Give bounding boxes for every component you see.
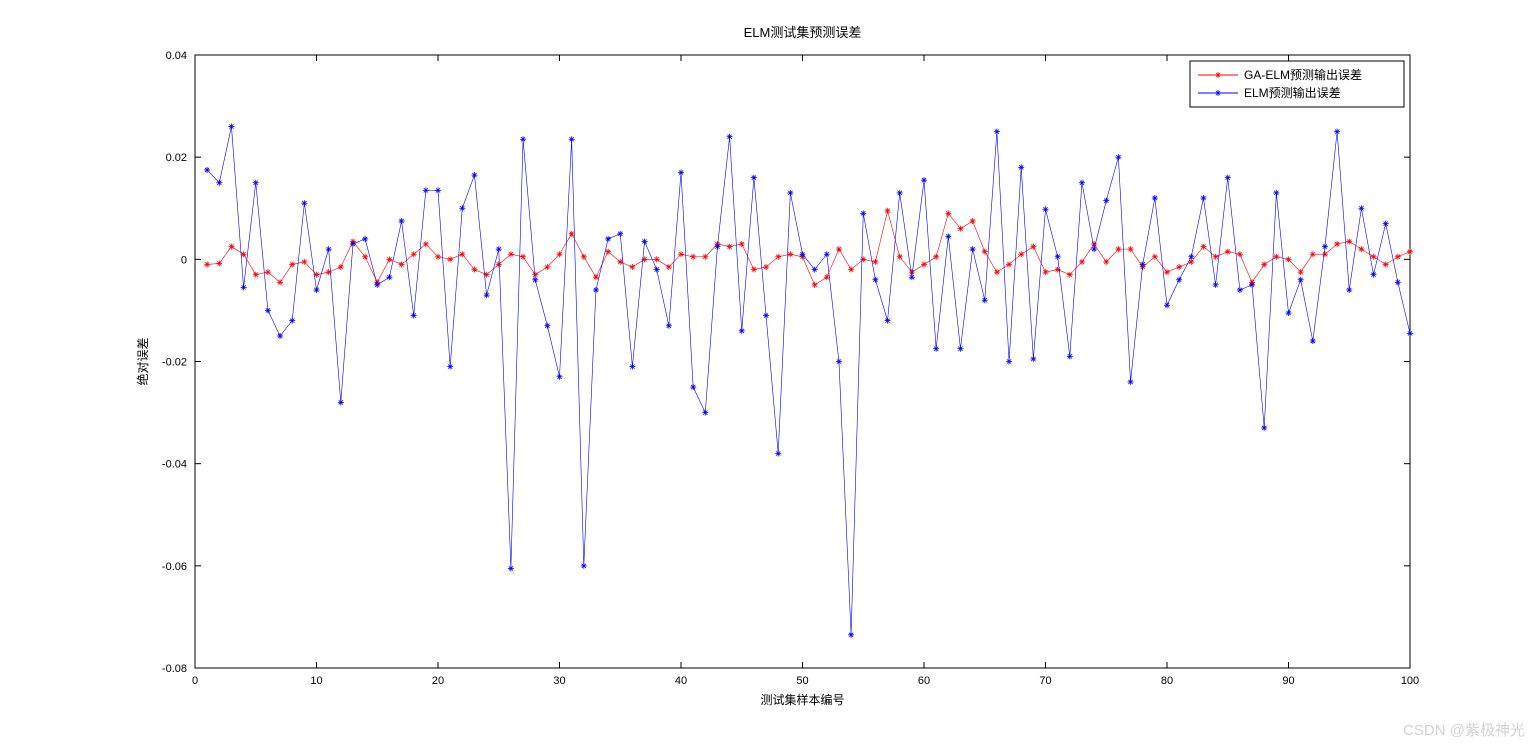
x-tick-label: 90 [1282,675,1294,687]
y-tick-label: 0.02 [166,152,187,164]
error-line-chart: 0 10 20 30 40 50 60 70 80 90 100 -0.08 -0.06 -0.04 -0.… [0,0,1537,746]
y-tick-label: -0.02 [162,357,187,369]
x-tick-label: 100 [1401,675,1419,687]
plot-box [195,55,1410,668]
y-tick-label: -0.04 [162,459,187,471]
x-tick-label: 40 [675,675,687,687]
chart-title: ELM测试集预测误差 [744,25,862,40]
y-tick-label: -0.06 [162,561,187,573]
legend-label: GA-ELM预测输出误差 [1244,67,1362,82]
x-axis-label: 测试集样本编号 [760,692,844,707]
x-tick-label: 60 [918,675,930,687]
x-tick-label: 80 [1161,675,1173,687]
x-tick-label: 20 [432,675,444,687]
y-tick-label: -0.08 [162,663,187,675]
y-tick-label: 0.04 [166,50,187,62]
legend-label: ELM预测输出误差 [1244,85,1341,100]
y-tick-label: 0 [181,254,187,266]
x-tick-label: 30 [553,675,565,687]
x-tick-label: 50 [796,675,808,687]
x-tick-label: 10 [310,675,322,687]
x-tick-label: 0 [192,675,198,687]
y-axis-label: 绝对误差 [135,337,150,385]
x-tick-label: 70 [1039,675,1051,687]
